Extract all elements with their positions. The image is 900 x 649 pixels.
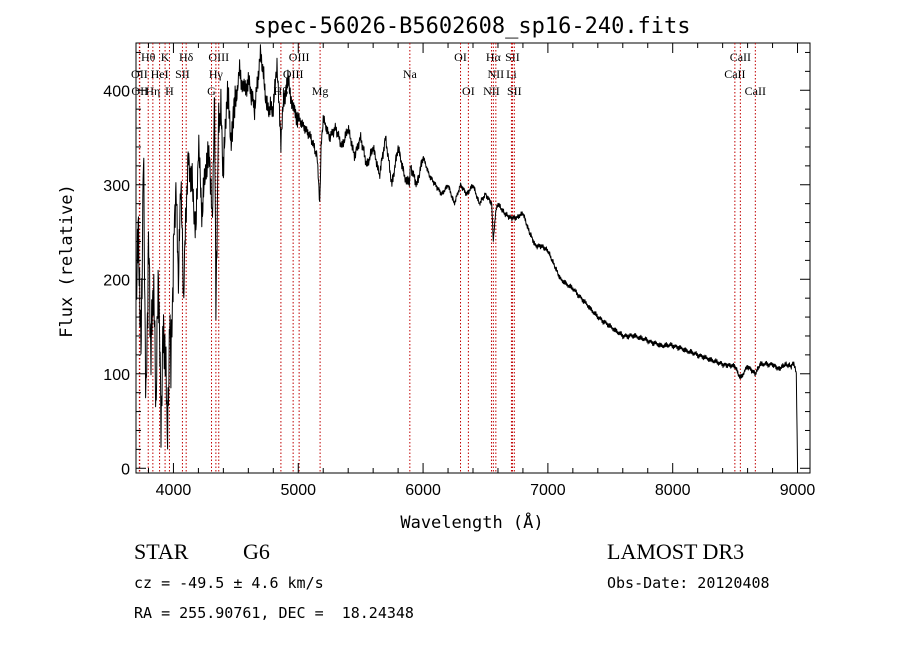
chart-title: spec-56026-B5602608_sp16-240.fits <box>253 14 690 39</box>
y-tick-label: 300 <box>103 178 130 195</box>
x-tick-label: 8000 <box>655 482 691 499</box>
line-marker-label: Hη <box>145 84 160 98</box>
y-tick-label: 400 <box>103 83 130 100</box>
sky-coordinates: RA = 255.90761, DEC = 18.24348 <box>134 604 414 622</box>
y-tick-label: 100 <box>103 367 130 384</box>
line-marker-label: Hγ <box>209 67 224 81</box>
line-marker-label: OII <box>131 84 148 98</box>
object-subclass: G6 <box>243 539 270 564</box>
line-marker-label: Hδ <box>179 50 194 64</box>
line-marker-label: Mg <box>312 84 329 98</box>
line-marker-label: CaII <box>745 84 766 98</box>
line-marker-label: OIII <box>208 50 229 64</box>
x-tick-label: 6000 <box>405 482 441 499</box>
line-marker-label: G <box>207 84 216 98</box>
x-tick-label: 9000 <box>780 482 816 499</box>
line-marker-label: CaII <box>730 50 751 64</box>
x-tick-label: 4000 <box>156 482 192 499</box>
line-marker-label: CaII <box>724 67 745 81</box>
line-marker-label: Hα <box>486 50 502 64</box>
line-marker-label: OII <box>131 67 148 81</box>
line-marker-label: OI <box>462 84 475 98</box>
survey-name: LAMOST DR3 <box>607 539 745 564</box>
line-marker-label: K <box>161 50 170 64</box>
x-tick-label: 5000 <box>280 482 316 499</box>
line-marker-label: Hθ <box>141 50 156 64</box>
plot-frame <box>135 42 811 474</box>
line-marker-label: OIII <box>289 50 310 64</box>
x-tick-label: 7000 <box>530 482 566 499</box>
x-axis-label: Wavelength (Å) <box>400 511 543 533</box>
object-class: STAR <box>134 539 189 564</box>
line-marker-label: HeI <box>151 67 169 81</box>
line-marker-label: Li <box>506 67 517 81</box>
y-tick-label: 200 <box>103 272 130 289</box>
line-marker-label: SII <box>505 50 520 64</box>
spectrum-line <box>135 44 798 464</box>
radial-velocity: cz = -49.5 ± 4.6 km/s <box>134 574 324 592</box>
line-marker-label: H <box>165 84 174 98</box>
line-marker-label: SII <box>507 84 522 98</box>
line-marker-label: NII <box>488 67 505 81</box>
line-marker-label: Na <box>403 67 418 81</box>
observation-date: Obs-Date: 20120408 <box>607 574 770 592</box>
line-marker-label: OIII <box>283 67 304 81</box>
y-axis-label: Flux (relative) <box>57 184 77 338</box>
line-marker-label: NII <box>483 84 500 98</box>
axis-ticks: 4000 5000 6000 7000 8000 9000 0 100 200 300 400 <box>103 43 815 499</box>
line-marker-label: OI <box>454 50 467 64</box>
line-marker-label: SII <box>175 67 190 81</box>
y-tick-label: 0 <box>121 461 130 478</box>
